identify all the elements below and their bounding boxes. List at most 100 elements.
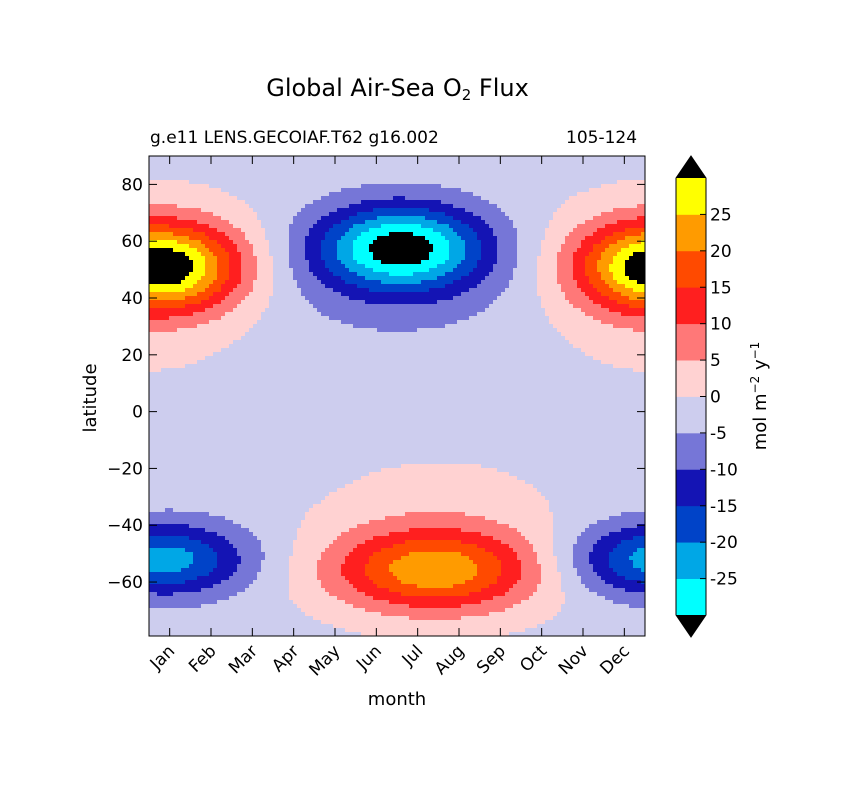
- contour-cell: [421, 272, 426, 277]
- contour-cell: [593, 268, 598, 273]
- contour-cell: [537, 296, 542, 301]
- contour-cell: [541, 192, 546, 197]
- contour-cell: [505, 192, 510, 197]
- contour-cell: [313, 216, 318, 221]
- contour-cell: [233, 160, 238, 165]
- contour-cell: [341, 196, 346, 201]
- contour-cell: [457, 216, 462, 221]
- contour-cell: [565, 164, 570, 169]
- contour-cell: [529, 196, 534, 201]
- contour-cell: [561, 236, 566, 241]
- contour-cell: [393, 308, 398, 313]
- contour-cell: [621, 216, 626, 221]
- contour-cell: [257, 204, 262, 209]
- contour-cell: [429, 208, 434, 213]
- contour-cell: [601, 292, 606, 297]
- contour-cell: [205, 220, 210, 225]
- contour-cell: [217, 212, 222, 217]
- contour-cell: [561, 288, 566, 293]
- contour-cell: [209, 192, 214, 197]
- contour-cell: [157, 264, 162, 269]
- contour-cell: [577, 240, 582, 245]
- contour-cell: [385, 268, 390, 273]
- contour-cell: [381, 172, 386, 177]
- contour-cell: [253, 260, 258, 265]
- contour-cell: [461, 256, 466, 261]
- contour-cell: [277, 308, 282, 313]
- contour-cell: [329, 260, 334, 265]
- contour-cell: [217, 312, 222, 317]
- contour-cell: [225, 208, 230, 213]
- contour-cell: [305, 172, 310, 177]
- contour-cell: [213, 240, 218, 245]
- contour-cell: [485, 180, 490, 185]
- contour-cell: [609, 300, 614, 305]
- contour-cell: [561, 164, 566, 169]
- contour-cell: [369, 312, 374, 317]
- contour-cell: [213, 156, 218, 161]
- contour-cell: [369, 248, 374, 253]
- contour-cell: [477, 184, 482, 189]
- contour-cell: [589, 300, 594, 305]
- contour-cell: [557, 208, 562, 213]
- contour-cell: [293, 264, 298, 269]
- contour-cell: [309, 308, 314, 313]
- contour-cell: [317, 184, 322, 189]
- contour-cell: [377, 260, 382, 265]
- contour-cell: [633, 184, 638, 189]
- contour-cell: [349, 200, 354, 205]
- contour-cell: [229, 284, 234, 289]
- contour-cell: [329, 272, 334, 277]
- contour-cell: [633, 260, 638, 265]
- contour-cell: [201, 268, 206, 273]
- contour-cell: [337, 164, 342, 169]
- contour-cell: [177, 168, 182, 173]
- contour-cell: [285, 248, 290, 253]
- contour-cell: [561, 196, 566, 201]
- contour-cell: [421, 224, 426, 229]
- contour-cell: [413, 228, 418, 233]
- contour-cell: [381, 184, 386, 189]
- contour-cell: [521, 180, 526, 185]
- contour-cell: [569, 312, 574, 317]
- contour-cell: [569, 232, 574, 237]
- contour-cell: [401, 204, 406, 209]
- contour-cell: [181, 160, 186, 165]
- contour-cell: [329, 192, 334, 197]
- contour-cell: [157, 156, 162, 161]
- contour-cell: [613, 156, 618, 161]
- contour-cell: [165, 192, 170, 197]
- contour-cell: [305, 312, 310, 317]
- contour-cell: [549, 188, 554, 193]
- contour-cell: [593, 160, 598, 165]
- contour-cell: [505, 216, 510, 221]
- contour-cell: [529, 284, 534, 289]
- contour-cell: [385, 296, 390, 301]
- contour-cell: [637, 284, 642, 289]
- contour-cell: [225, 316, 230, 321]
- contour-cell: [629, 244, 634, 249]
- contour-cell: [397, 300, 402, 305]
- contour-cell: [505, 200, 510, 205]
- contour-cell: [569, 180, 574, 185]
- contour-cell: [493, 212, 498, 217]
- contour-cell: [609, 232, 614, 237]
- contour-cell: [577, 164, 582, 169]
- contour-cell: [265, 236, 270, 241]
- contour-cell: [369, 236, 374, 241]
- contour-cell: [637, 268, 642, 273]
- contour-cell: [225, 200, 230, 205]
- contour-cell: [477, 200, 482, 205]
- contour-cell: [521, 304, 526, 309]
- contour-cell: [329, 244, 334, 249]
- contour-cell: [149, 252, 154, 257]
- contour-cell: [237, 256, 242, 261]
- contour-cell: [469, 308, 474, 313]
- contour-cell: [389, 272, 394, 277]
- contour-cell: [245, 156, 250, 161]
- contour-cell: [561, 300, 566, 305]
- contour-cell: [553, 288, 558, 293]
- contour-cell: [209, 200, 214, 205]
- contour-cell: [245, 172, 250, 177]
- contour-cell: [313, 196, 318, 201]
